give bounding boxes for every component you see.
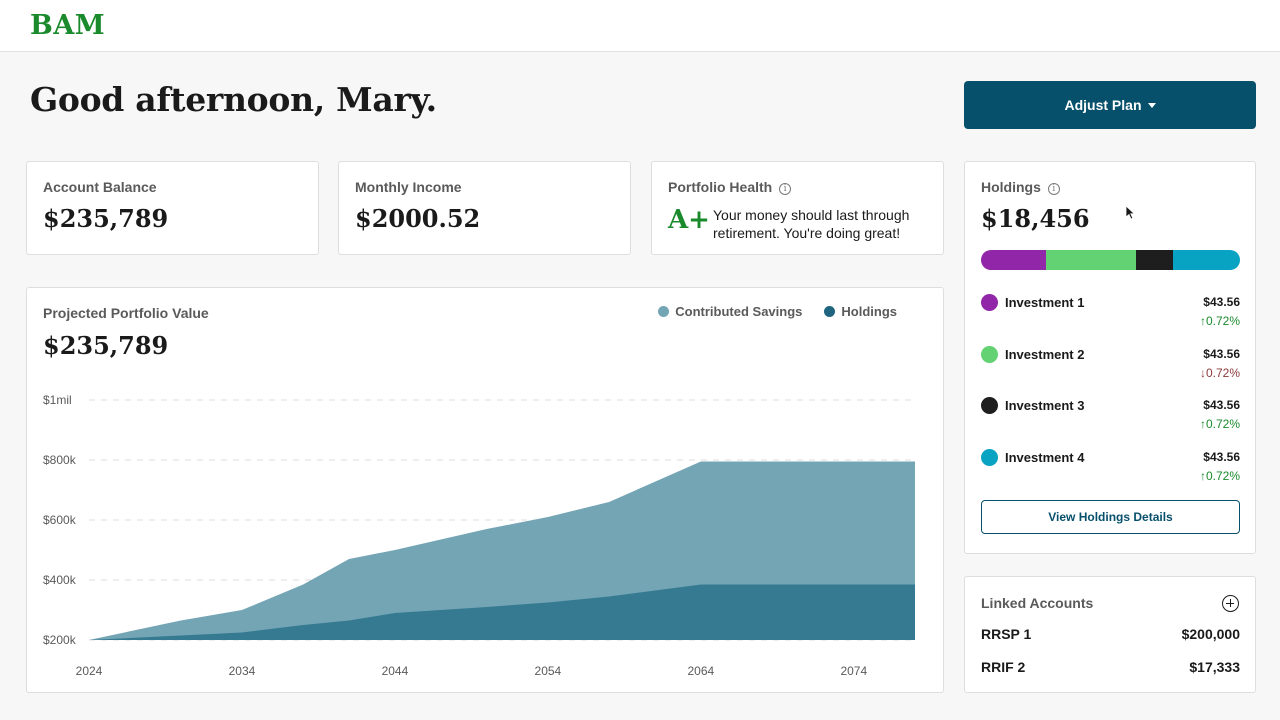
holding-item[interactable]: Investment 2 $43.56 ↓0.72% <box>981 345 1240 385</box>
bam-logo[interactable]: BAM <box>30 10 106 41</box>
investment-color-dot <box>981 397 998 414</box>
holdings-allocation-bar <box>981 250 1240 270</box>
investment-color-dot <box>981 346 998 363</box>
monthly-income-card: Monthly Income $2000.52 <box>338 161 631 255</box>
account-name: RRSP 1 <box>981 626 1032 642</box>
portfolio-health-label: Portfolio Health <box>668 179 773 195</box>
projected-portfolio-card: $200k $400k $600k $800k $1mil 2024 2034 2044 205… <box>26 287 944 693</box>
account-value: $200,000 <box>1181 626 1240 642</box>
investment-name: Investment 3 <box>1005 398 1085 413</box>
investment-value: $43.56 <box>1203 295 1240 309</box>
allocation-segment <box>981 250 1046 270</box>
investment-name: Investment 2 <box>1005 347 1085 362</box>
arrow-down-icon: ↓ <box>1199 366 1206 380</box>
legend-label: Holdings <box>841 304 897 319</box>
monthly-income-label: Monthly Income <box>355 179 462 195</box>
holding-item[interactable]: Investment 3 $43.56 ↑0.72% <box>981 396 1240 436</box>
arrow-up-icon: ↑ <box>1199 469 1206 483</box>
investment-name: Investment 1 <box>1005 295 1085 310</box>
add-account-icon[interactable] <box>1222 595 1239 612</box>
holdings-header: Holdings i <box>981 179 1060 195</box>
account-balance-card: Account Balance $235,789 <box>26 161 319 255</box>
holding-item[interactable]: Investment 1 $43.56 ↑0.72% <box>981 293 1240 333</box>
investment-value: $43.56 <box>1203 347 1240 361</box>
area-holdings <box>89 584 915 640</box>
y-tick-label: $400k <box>43 573 77 587</box>
arrow-up-icon: ↑ <box>1199 417 1206 431</box>
x-tick-label: 2034 <box>229 664 256 678</box>
portfolio-health-header: Portfolio Health i <box>668 179 792 195</box>
account-name: RRIF 2 <box>981 659 1026 675</box>
legend-dot <box>824 306 836 317</box>
caret-down-icon <box>1147 103 1156 108</box>
health-message: Your money should last through retiremen… <box>713 207 910 241</box>
portfolio-health-card: Portfolio Health i A+ Your money should … <box>651 161 944 255</box>
investment-color-dot <box>981 449 998 466</box>
adjust-plan-button[interactable]: Adjust Plan <box>964 81 1256 129</box>
top-bar: BAM <box>0 0 1280 52</box>
projected-portfolio-value: $235,789 <box>43 331 169 360</box>
mouse-cursor-icon <box>1125 205 1136 220</box>
holdings-card: Holdings i $18,456 Investment 1 $43.56 ↑… <box>964 161 1256 554</box>
chart-legend: Contributed Savings Holdings <box>658 304 897 319</box>
holdings-value: $18,456 <box>981 204 1090 233</box>
y-tick-label: $1mil <box>43 393 72 407</box>
allocation-segment <box>1136 250 1173 270</box>
legend-label: Contributed Savings <box>675 304 803 319</box>
info-icon[interactable]: i <box>1047 183 1060 195</box>
investment-color-dot <box>981 294 998 311</box>
holding-item[interactable]: Investment 4 $43.56 ↑0.72% <box>981 448 1240 488</box>
greeting-heading: Good afternoon, Mary. <box>30 80 437 119</box>
legend-dot <box>658 306 670 317</box>
investment-name: Investment 4 <box>1005 450 1085 465</box>
account-balance-label: Account Balance <box>43 179 157 195</box>
investment-change: ↑0.72% <box>1199 314 1240 328</box>
investment-change: ↓0.72% <box>1199 366 1240 380</box>
info-icon[interactable]: i <box>779 183 792 195</box>
x-tick-label: 2064 <box>688 664 715 678</box>
y-tick-label: $200k <box>43 633 77 647</box>
investment-value: $43.56 <box>1203 398 1240 412</box>
y-tick-label: $800k <box>43 453 77 467</box>
x-tick-label: 2074 <box>840 664 867 678</box>
projected-portfolio-label: Projected Portfolio Value <box>43 305 209 321</box>
linked-accounts-card: Linked Accounts RRSP 1 $200,000 RRIF 2 $… <box>964 576 1256 693</box>
adjust-plan-label: Adjust Plan <box>1064 97 1142 113</box>
view-holdings-details-button[interactable]: View Holdings Details <box>981 500 1240 534</box>
investment-change: ↑0.72% <box>1199 417 1240 431</box>
account-value: $17,333 <box>1189 659 1240 675</box>
y-tick-label: $600k <box>43 513 77 527</box>
allocation-segment <box>1045 250 1137 270</box>
account-balance-value: $235,789 <box>43 204 169 233</box>
investment-change: ↑0.72% <box>1199 469 1240 483</box>
linked-accounts-label: Linked Accounts <box>981 595 1094 611</box>
x-tick-label: 2054 <box>535 664 562 678</box>
projected-portfolio-chart: $200k $400k $600k $800k $1mil 2024 2034 2044 205… <box>43 393 915 678</box>
holdings-label: Holdings <box>981 179 1041 195</box>
arrow-up-icon: ↑ <box>1199 314 1206 328</box>
x-tick-label: 2024 <box>76 664 103 678</box>
health-grade: A+ <box>668 205 710 235</box>
investment-value: $43.56 <box>1203 450 1240 464</box>
legend-contributed-savings[interactable]: Contributed Savings <box>658 304 802 319</box>
monthly-income-value: $2000.52 <box>355 204 481 233</box>
allocation-segment <box>1172 250 1240 270</box>
x-tick-label: 2044 <box>382 664 409 678</box>
legend-holdings[interactable]: Holdings <box>824 304 897 319</box>
